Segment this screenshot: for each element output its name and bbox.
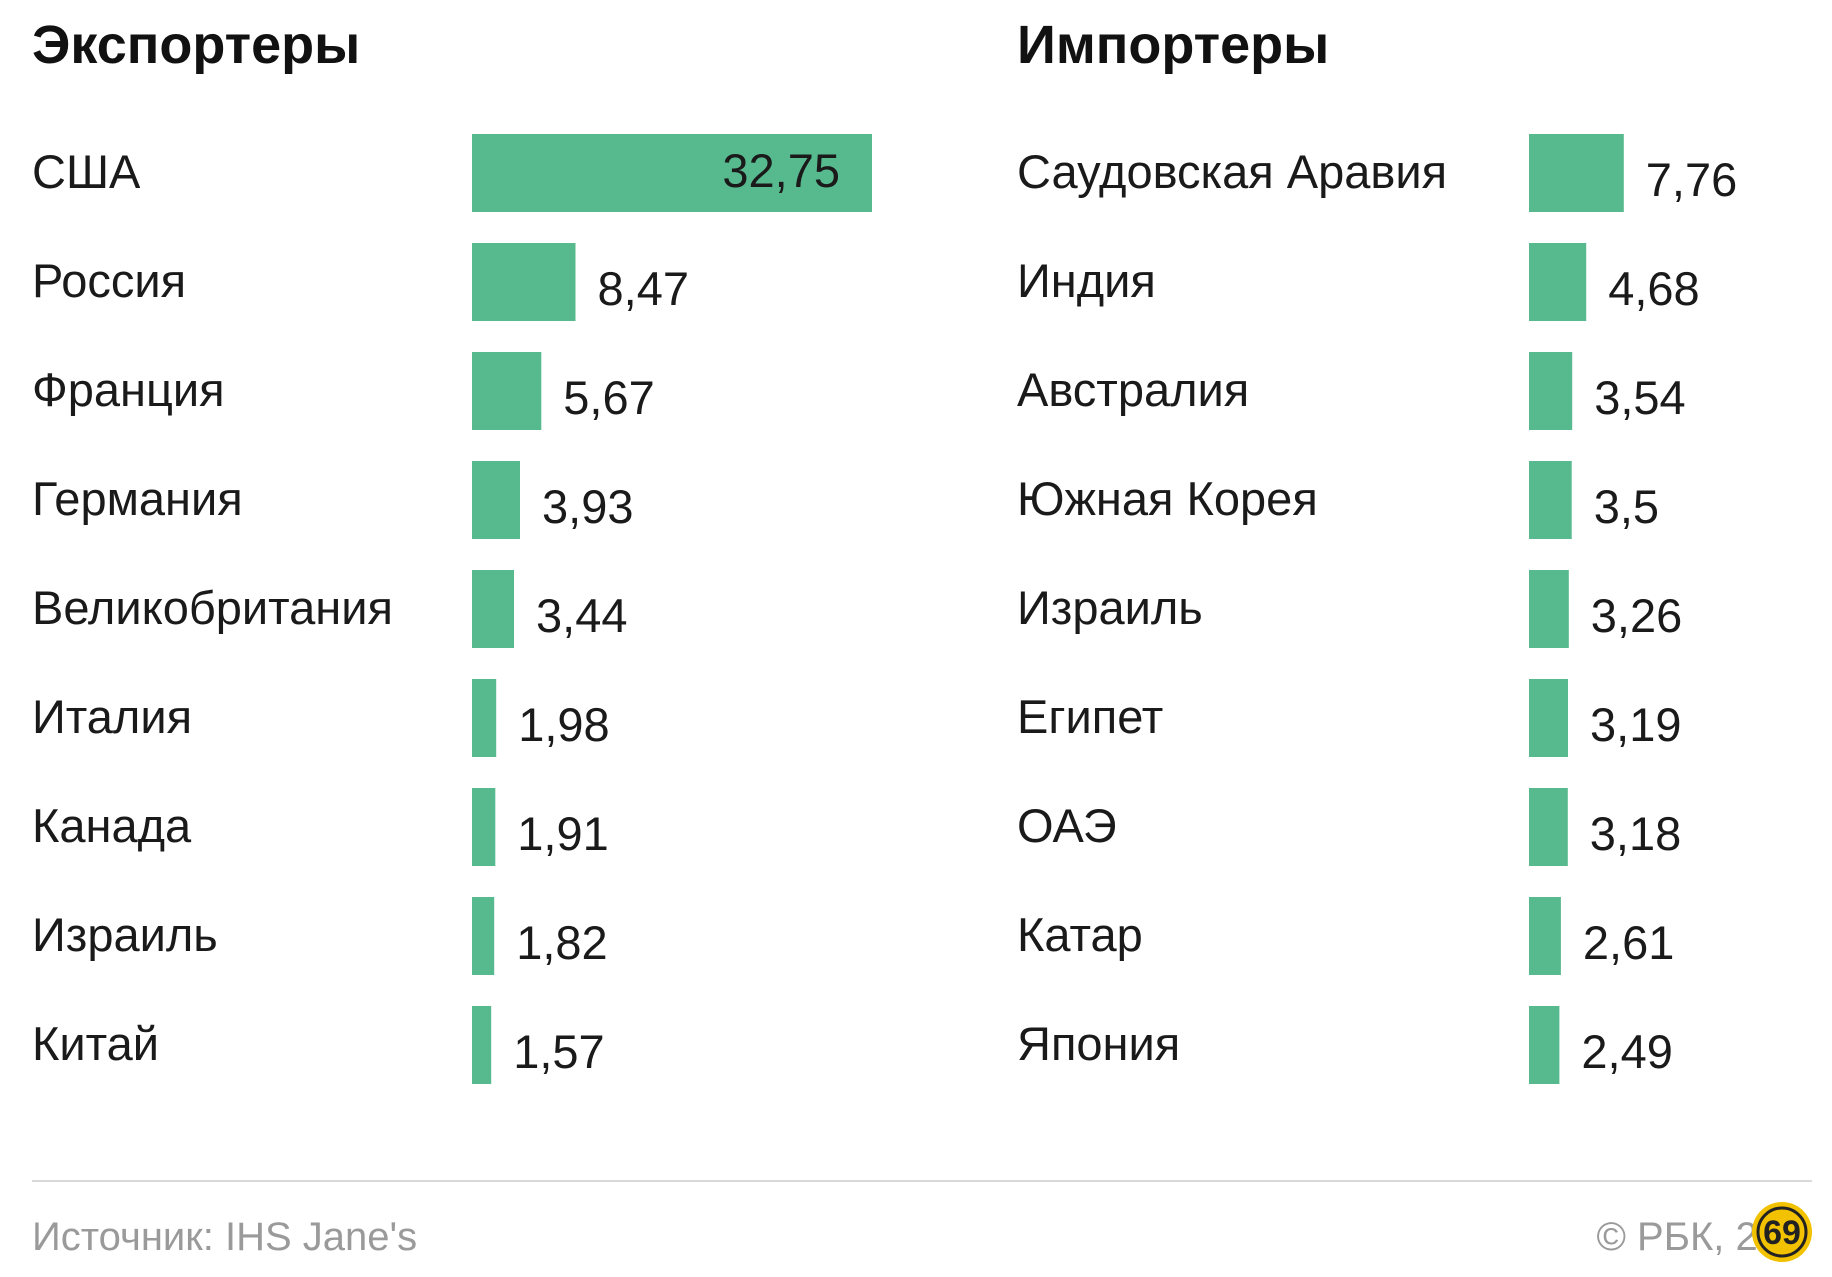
exporter-value-label: 1,57 — [513, 1025, 604, 1078]
exporter-category-label: Германия — [32, 472, 243, 525]
exporter-category-label: Франция — [32, 363, 225, 416]
exporter-row: Италия 1,98 — [32, 679, 610, 757]
importer-bar — [1529, 461, 1572, 539]
importer-bar — [1529, 788, 1568, 866]
exporter-category-label: Китай — [32, 1017, 159, 1070]
watermark-badge-icon: 69 — [1752, 1202, 1812, 1262]
exporter-category-label: Италия — [32, 690, 192, 743]
exporter-bar — [472, 897, 495, 975]
exporter-category-label: Канада — [32, 799, 192, 852]
importer-category-label: ОАЭ — [1017, 799, 1117, 852]
exporter-bar — [472, 570, 514, 648]
exporter-bar — [472, 134, 872, 212]
exporter-value-label: 3,44 — [536, 589, 627, 642]
importer-row: Катар 2,61 — [1017, 897, 1674, 975]
exporter-category-label: Израиль — [32, 908, 218, 961]
importer-bar — [1529, 134, 1624, 212]
importer-value-label: 3,26 — [1591, 589, 1682, 642]
watermark-badge-text: 69 — [1763, 1214, 1801, 1252]
importer-category-label: Израиль — [1017, 581, 1203, 634]
importer-bar — [1529, 243, 1587, 321]
importer-category-label: Саудовская Аравия — [1017, 145, 1447, 198]
exporter-row: Россия 8,47 — [32, 243, 689, 321]
importer-bar — [1529, 679, 1568, 757]
importer-category-label: Япония — [1017, 1017, 1180, 1070]
source-note: Источник: IHS Jane's — [32, 1215, 417, 1259]
importer-bar — [1529, 1006, 1560, 1084]
exporter-row: Китай 1,57 — [32, 1006, 605, 1084]
importer-bar — [1529, 570, 1569, 648]
exporter-value-label: 8,47 — [598, 262, 689, 315]
exporter-value-label: 1,98 — [518, 698, 609, 751]
importers-title: Импортеры — [1017, 15, 1329, 75]
exporters-panel: Экспортеры США 32,75 Россия 8,47 Франция 5,67… — [32, 15, 872, 1084]
importer-value-label: 3,19 — [1590, 698, 1681, 751]
exporters-title: Экспортеры — [32, 15, 360, 75]
importer-row: Южная Корея 3,5 — [1017, 461, 1659, 539]
importer-value-label: 3,18 — [1590, 807, 1681, 860]
exporter-bar — [472, 1006, 492, 1084]
importer-row: Саудовская Аравия 7,76 — [1017, 134, 1737, 212]
importer-row: Япония 2,49 — [1017, 1006, 1673, 1084]
importers-panel: Импортеры Саудовская Аравия 7,76 Индия 4,68… — [1017, 15, 1737, 1084]
exporter-value-label: 32,75 — [722, 144, 840, 197]
exporter-row: Великобритания 3,44 — [32, 570, 627, 648]
exporter-bar — [472, 788, 496, 866]
exporter-row: Германия 3,93 — [32, 461, 633, 539]
exporter-value-label: 1,91 — [517, 807, 608, 860]
exporter-value-label: 1,82 — [516, 916, 607, 969]
exporter-value-label: 3,93 — [542, 480, 633, 533]
exporter-row: Канада 1,91 — [32, 788, 609, 866]
exporter-bar — [472, 352, 542, 430]
importer-category-label: Австралия — [1017, 363, 1249, 416]
importer-row: ОАЭ 3,18 — [1017, 788, 1681, 866]
importer-value-label: 3,5 — [1594, 480, 1659, 533]
importer-row: Австралия 3,54 — [1017, 352, 1686, 430]
importer-category-label: Южная Корея — [1017, 472, 1318, 525]
exporter-value-label: 5,67 — [563, 371, 654, 424]
exporter-row: США 32,75 — [32, 134, 872, 212]
importer-value-label: 2,49 — [1581, 1025, 1672, 1078]
importer-row: Израиль 3,26 — [1017, 570, 1682, 648]
importer-category-label: Индия — [1017, 254, 1156, 307]
importer-bar — [1529, 352, 1573, 430]
exporter-row: Франция 5,67 — [32, 352, 655, 430]
importer-value-label: 2,61 — [1583, 916, 1674, 969]
importer-category-label: Катар — [1017, 908, 1143, 961]
exporter-category-label: США — [32, 145, 141, 198]
exporter-bar — [472, 461, 520, 539]
importer-row: Индия 4,68 — [1017, 243, 1700, 321]
exporter-row: Израиль 1,82 — [32, 897, 608, 975]
importer-bar — [1529, 897, 1561, 975]
exporter-bar — [472, 679, 497, 757]
importer-value-label: 7,76 — [1646, 153, 1737, 206]
importer-row: Египет 3,19 — [1017, 679, 1681, 757]
exporter-category-label: Великобритания — [32, 581, 393, 634]
copyright-note: © РБК, 20 — [1596, 1215, 1780, 1259]
importer-value-label: 4,68 — [1608, 262, 1699, 315]
exporter-bar — [472, 243, 576, 321]
importer-category-label: Египет — [1017, 690, 1163, 743]
importer-value-label: 3,54 — [1594, 371, 1685, 424]
exporter-category-label: Россия — [32, 254, 186, 307]
